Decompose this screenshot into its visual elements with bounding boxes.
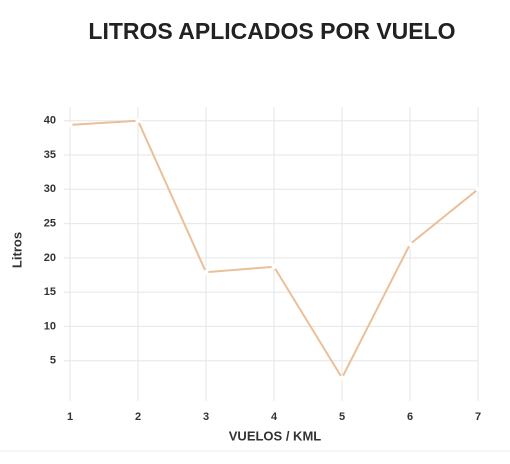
y-tick-label: 20: [44, 252, 56, 264]
y-tick-label: 40: [44, 115, 56, 127]
point: [271, 264, 277, 270]
y-tick-label: 35: [44, 149, 56, 161]
y-tick-label: 10: [44, 320, 56, 332]
x-tick-label: 1: [67, 411, 73, 423]
chart-title: LITROS APLICADOS POR VUELO: [88, 18, 455, 44]
point: [67, 122, 73, 128]
y-axis-label: Litros: [9, 232, 24, 268]
x-axis-label: VUELOS / KML: [229, 428, 322, 443]
y-tick-label: 15: [44, 286, 56, 298]
x-tick-label: 3: [203, 411, 209, 423]
point: [475, 186, 481, 192]
x-tick-label: 7: [475, 411, 481, 423]
y-tick-label: 30: [44, 183, 56, 195]
y-tick-label: 25: [44, 217, 56, 229]
point: [407, 241, 413, 247]
y-tick-label: 5: [50, 355, 56, 367]
point: [339, 375, 345, 381]
x-tick-label: 6: [407, 411, 413, 423]
point: [203, 269, 209, 275]
point: [135, 118, 141, 124]
x-tick-label: 4: [271, 411, 278, 423]
x-tick-label: 2: [135, 411, 141, 423]
x-tick-label: 5: [339, 411, 345, 423]
